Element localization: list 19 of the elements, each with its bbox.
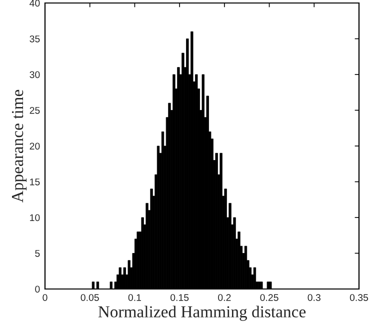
y-tick-label: 20	[30, 142, 40, 150]
y-axis-title: Appearance time	[12, 90, 27, 203]
x-axis-title: Normalized Hamming distance	[98, 306, 306, 321]
y-tick-label: 10	[30, 214, 40, 222]
x-tick-label: 0.25	[260, 294, 278, 301]
y-tick-label: 35	[30, 35, 40, 42]
y-tick-label: 0	[35, 286, 40, 293]
x-tick-label: 0.1	[128, 294, 141, 301]
x-tick-label: 0.35	[350, 294, 368, 301]
y-tick-label: 15	[30, 178, 40, 186]
y-tick-label: 40	[30, 0, 40, 7]
y-tick-label: 5	[35, 250, 40, 257]
x-tick-label: 0.2	[218, 294, 231, 301]
x-tick-label: 0.3	[308, 294, 320, 301]
y-tick-label: 25	[30, 106, 40, 114]
x-tick-label: 0.15	[170, 294, 189, 301]
x-tick-label: 0.05	[80, 294, 99, 301]
y-tick-label: 30	[30, 71, 40, 78]
x-tick-label: 0	[42, 294, 48, 301]
